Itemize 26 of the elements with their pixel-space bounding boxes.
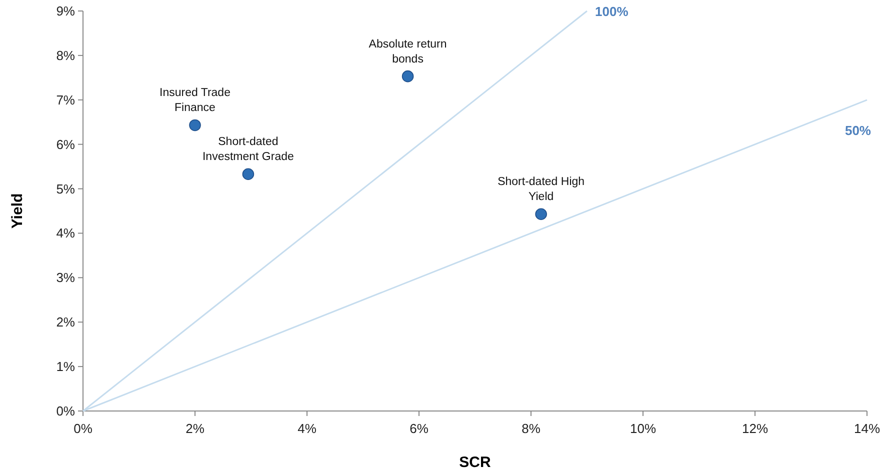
- annotation: Absolute return bonds: [368, 38, 447, 66]
- annotation: Short-dated High Yield: [498, 176, 585, 204]
- y-tick-label: 0%: [56, 404, 76, 418]
- series-label: 100%: [595, 4, 629, 19]
- y-tick-label: 4%: [56, 226, 76, 241]
- y-tick-label: 3%: [56, 270, 76, 286]
- y-tick-label: 8%: [56, 48, 76, 63]
- x-tick-label: 14%: [854, 421, 880, 436]
- y-tick-label: 7%: [56, 92, 76, 108]
- x-axis-title: SCR: [459, 454, 491, 471]
- y-tick-label: 6%: [56, 136, 76, 152]
- y-tick-label: 5%: [56, 181, 76, 196]
- series-label: 50%: [844, 122, 872, 138]
- x-tick-label: 0%: [74, 421, 93, 436]
- y-tick-label: 2%: [56, 314, 76, 330]
- x-tick-label: 12%: [742, 421, 768, 436]
- x-tick-label: 6%: [410, 421, 429, 436]
- x-tick-label: 2%: [186, 421, 205, 436]
- x-tick-label: 4%: [298, 421, 317, 436]
- x-tick-label: 8%: [522, 421, 541, 436]
- y-axis-title: Yield: [9, 193, 26, 229]
- y-tick-label: 9%: [56, 4, 76, 18]
- annotation: Short-dated Investment Grade: [202, 136, 294, 164]
- y-tick-label: 1%: [56, 359, 76, 374]
- annotation: Insured Trade Finance: [160, 87, 230, 114]
- x-tick-label: 10%: [630, 421, 656, 436]
